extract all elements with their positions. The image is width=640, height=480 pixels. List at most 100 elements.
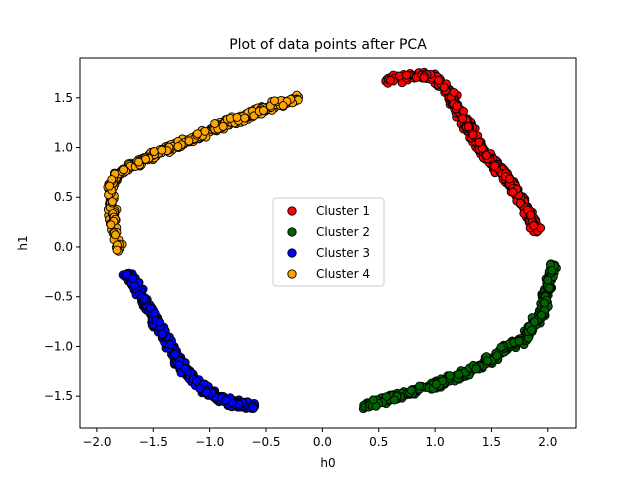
data-point xyxy=(192,376,201,386)
data-point xyxy=(111,230,120,240)
data-point xyxy=(454,370,464,379)
data-point xyxy=(149,147,159,157)
x-tick-label: 0.0 xyxy=(313,435,332,449)
data-point xyxy=(526,325,536,335)
x-tick-label: 2.0 xyxy=(538,435,557,449)
legend: Cluster 1 Cluster 2 Cluster 3 Cluster 4 xyxy=(272,197,385,287)
data-point xyxy=(221,395,231,405)
points-layer xyxy=(103,67,561,414)
x-tick-label: −1.0 xyxy=(195,435,224,449)
legend-entries: Cluster 1 Cluster 2 Cluster 3 Cluster 4 xyxy=(287,204,370,281)
data-point xyxy=(483,356,492,366)
legend-label: Cluster 4 xyxy=(316,267,370,281)
y-axis-label: h1 xyxy=(16,235,30,250)
data-point xyxy=(128,274,138,283)
data-point xyxy=(278,101,288,111)
data-point xyxy=(134,157,143,167)
data-point xyxy=(536,310,546,320)
data-point xyxy=(157,329,167,339)
x-tick-label: −1.5 xyxy=(139,435,168,449)
data-point xyxy=(471,364,481,374)
data-point xyxy=(505,174,514,184)
data-point xyxy=(529,317,539,327)
data-point xyxy=(431,379,441,389)
legend-label: Cluster 1 xyxy=(316,204,370,218)
y-tick-label: −0.5 xyxy=(44,290,73,304)
x-tick-label: −2.0 xyxy=(82,435,111,449)
data-point xyxy=(449,87,459,97)
series-2 xyxy=(358,259,561,414)
chart-title: Plot of data points after PCA xyxy=(229,37,427,53)
x-tick-label: 1.0 xyxy=(426,435,445,449)
x-tick-label: 1.5 xyxy=(482,435,501,449)
data-point xyxy=(201,387,211,397)
data-point xyxy=(406,385,416,395)
y-tick-label: −1.5 xyxy=(44,389,73,403)
data-point xyxy=(165,340,175,350)
legend-label: Cluster 3 xyxy=(316,246,370,260)
data-point xyxy=(434,75,444,85)
plot-frame xyxy=(79,57,577,429)
y-tick-label: 1.5 xyxy=(54,91,73,105)
series-4 xyxy=(103,90,304,256)
data-point xyxy=(155,317,165,327)
data-point xyxy=(119,165,129,175)
x-tick-label: −0.5 xyxy=(251,435,280,449)
data-point xyxy=(180,363,190,373)
data-point xyxy=(452,101,462,111)
legend-marker xyxy=(287,227,297,237)
x-axis-label: h0 xyxy=(320,456,335,470)
y-axis-ticks: −1.5 −1.0 −0.5 0.0 0.5 1.0 1.5 xyxy=(44,91,80,403)
data-point xyxy=(368,395,378,405)
data-point xyxy=(402,70,411,80)
y-tick-label: 0.5 xyxy=(54,190,73,204)
data-point xyxy=(232,113,242,122)
legend-box xyxy=(272,197,385,287)
legend-marker xyxy=(287,269,297,279)
y-tick-label: 0.0 xyxy=(54,240,73,254)
data-point xyxy=(515,198,525,208)
data-point xyxy=(508,187,518,197)
data-point xyxy=(112,245,122,255)
data-point xyxy=(458,114,467,123)
y-tick-label: 1.0 xyxy=(54,141,73,155)
series-3 xyxy=(118,268,260,414)
y-tick-label: −1.0 xyxy=(44,339,73,353)
data-point xyxy=(259,106,268,116)
data-point xyxy=(240,113,250,123)
data-point xyxy=(184,136,194,146)
data-point xyxy=(496,342,506,352)
x-axis-ticks: −2.0 −1.5 −1.0 −0.5 0.0 0.5 1.0 1.5 2.0 xyxy=(82,428,557,449)
data-point xyxy=(529,221,539,231)
data-point xyxy=(150,308,160,318)
data-point xyxy=(415,381,424,391)
data-point xyxy=(474,137,484,147)
data-point xyxy=(389,395,399,405)
data-point xyxy=(107,197,117,207)
data-point xyxy=(543,275,553,285)
data-point xyxy=(419,73,429,83)
data-point xyxy=(468,130,478,140)
data-point xyxy=(106,220,116,230)
legend-marker xyxy=(287,248,297,258)
data-point xyxy=(544,283,554,293)
data-point xyxy=(490,161,500,171)
data-point xyxy=(170,349,180,359)
data-point xyxy=(526,210,536,220)
data-point xyxy=(121,269,131,279)
x-tick-label: 0.5 xyxy=(369,435,388,449)
data-point xyxy=(482,150,491,160)
legend-label: Cluster 2 xyxy=(316,225,370,239)
data-point xyxy=(157,145,167,155)
series-1 xyxy=(381,67,546,237)
data-point xyxy=(173,142,183,152)
data-point xyxy=(140,294,150,304)
data-point xyxy=(547,266,557,276)
data-point xyxy=(445,371,455,381)
data-point xyxy=(439,82,449,92)
data-point xyxy=(463,122,473,132)
data-point xyxy=(200,126,210,136)
data-point xyxy=(218,122,228,131)
data-point xyxy=(270,96,279,106)
